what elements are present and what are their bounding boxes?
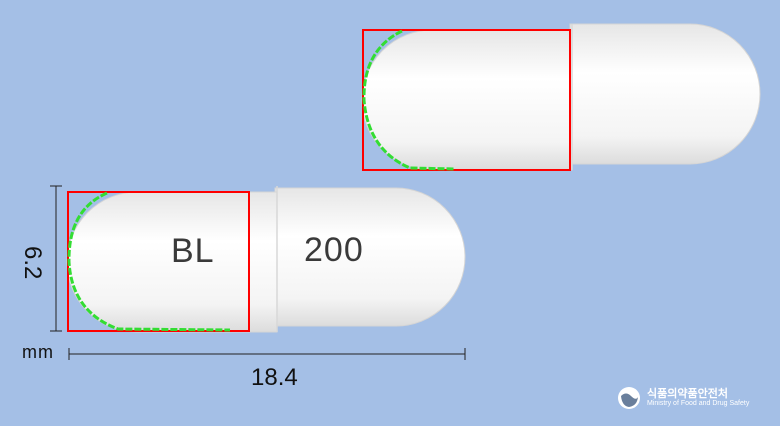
ministry-emblem-icon: [618, 387, 640, 409]
height-dimension-line: [50, 185, 62, 332]
ministry-name-english: Ministry of Food and Drug Safety: [647, 400, 750, 408]
edge-outline-top: [362, 29, 456, 171]
edge-outline-bottom: [67, 191, 231, 332]
ministry-logo: 식품의약품안전처 Ministry of Food and Drug Safet…: [617, 386, 749, 410]
ministry-name-korean: 식품의약품안전처: [647, 387, 728, 400]
unit-label: mm: [22, 342, 54, 362]
capsule-bottom: [66, 186, 466, 333]
capsule-top: [361, 23, 761, 171]
length-dimension-line: [68, 348, 466, 360]
height-label: 6.2: [19, 246, 46, 280]
imprint-bl: BL: [171, 232, 215, 270]
imprint-200: 200: [304, 231, 364, 269]
length-label: 18.4: [251, 364, 298, 391]
